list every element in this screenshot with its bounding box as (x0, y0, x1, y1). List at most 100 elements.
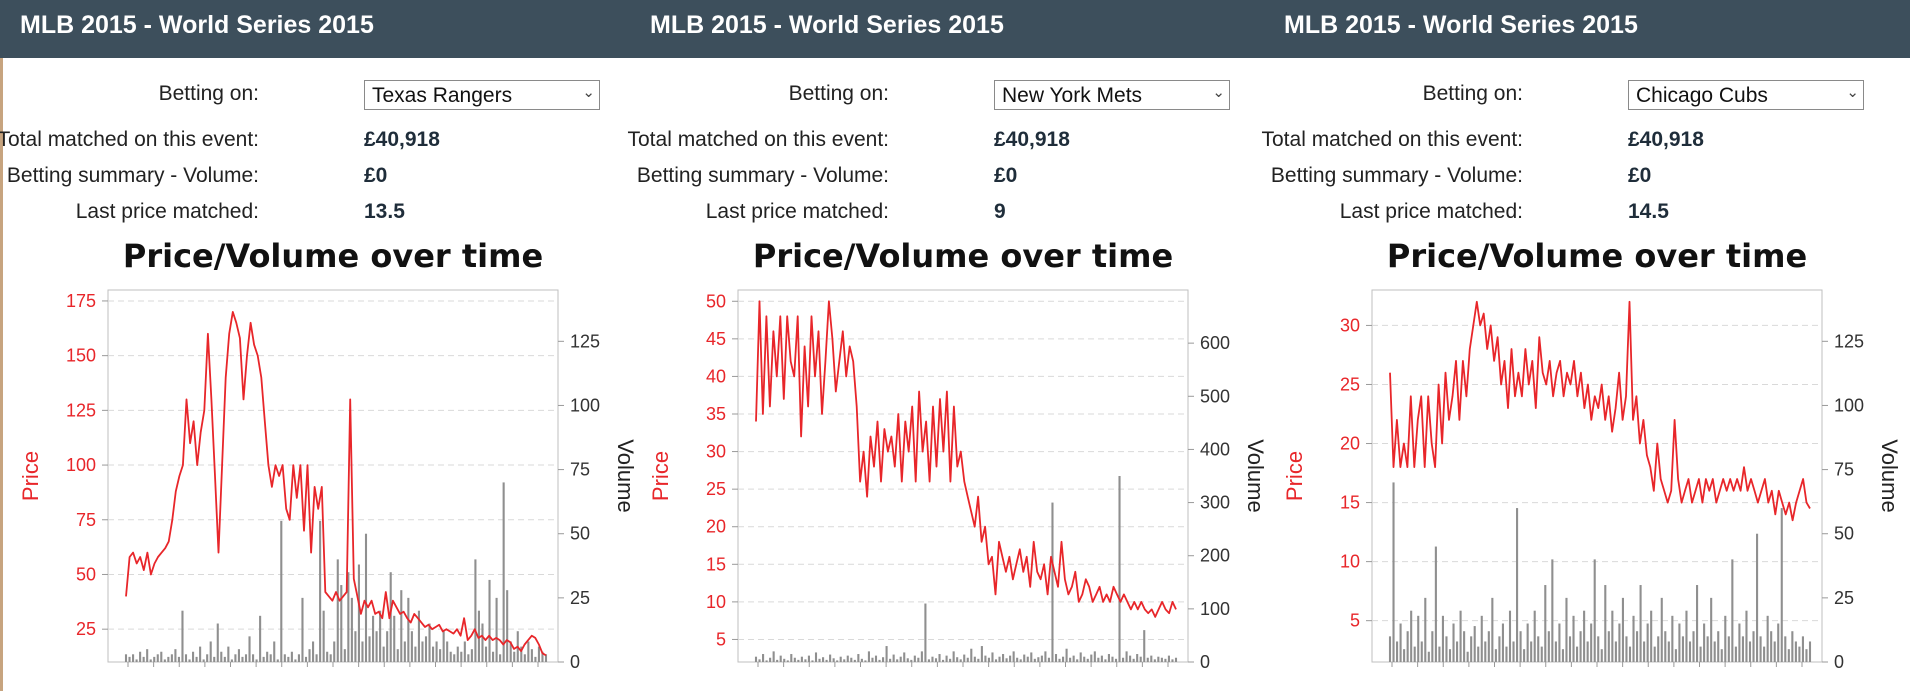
volume-bar (825, 659, 828, 662)
last-price-label: Last price matched: (705, 200, 889, 223)
y2-tick-label: 0 (1200, 652, 1210, 672)
volume-bar (361, 641, 364, 662)
volume-bar (959, 659, 962, 662)
panel-title: MLB 2015 - World Series 2015 (1284, 11, 1638, 39)
selection-dropdown[interactable]: Texas Rangers ⌄ (364, 80, 600, 110)
volume-bar (1791, 631, 1794, 662)
volume-bar (174, 649, 177, 662)
y-tick-label: 35 (706, 404, 726, 424)
volume-bar (1150, 655, 1153, 662)
volume-bar (970, 648, 973, 662)
volume-bar (1146, 657, 1149, 662)
volume-bar (1480, 615, 1483, 662)
volume-bar (1646, 623, 1649, 662)
volume-bar (1639, 585, 1642, 662)
volume-bar (1065, 648, 1068, 662)
volume-bar (1667, 641, 1670, 662)
volume-bar (1009, 655, 1012, 662)
y2-tick-label: 75 (1834, 460, 1854, 480)
volume-bar (1516, 508, 1519, 662)
volume-bar (786, 660, 789, 662)
volume-bar (410, 631, 413, 662)
volume-bar (1498, 636, 1501, 662)
volume-bar (170, 654, 173, 662)
volume-bar (1079, 652, 1082, 662)
volume-bar (871, 657, 874, 662)
volume-bar (315, 654, 318, 662)
volume-bar (128, 656, 131, 662)
volume-bar (1174, 657, 1178, 662)
price-line (125, 311, 547, 657)
selection-dropdown[interactable]: New York Mets ⌄ (994, 80, 1230, 110)
volume-bar (1448, 649, 1452, 662)
volume-bar (276, 659, 279, 662)
volume-bar (1801, 636, 1804, 662)
summary-value: £0 (994, 164, 1018, 187)
volume-bar (1420, 641, 1423, 662)
volume-bar (389, 572, 392, 662)
volume-bar (280, 520, 283, 662)
volume-bar (132, 654, 135, 662)
volume-bar (1072, 655, 1075, 662)
volume-bar (1530, 641, 1533, 662)
volume-bar (1456, 641, 1459, 662)
volume-bar (495, 597, 498, 662)
volume-bar (917, 657, 920, 662)
volume-bar (124, 654, 128, 662)
volume-bar (765, 660, 768, 662)
volume-bar (1037, 657, 1040, 662)
y2-tick-label: 25 (1834, 588, 1854, 608)
volume-bar (1434, 546, 1437, 662)
volume-bar (534, 656, 537, 662)
volume-bar (202, 659, 205, 662)
volume-bar (1727, 636, 1730, 662)
volume-bar (1033, 658, 1036, 662)
volume-bar (1752, 631, 1755, 662)
chevron-down-icon: ⌄ (1846, 84, 1859, 101)
y-tick-label: 150 (66, 346, 96, 366)
volume-bar (1731, 559, 1734, 662)
volume-bar (484, 646, 488, 662)
volume-bar (1720, 649, 1723, 662)
total-matched-value: £40,918 (994, 128, 1070, 151)
volume-bar (287, 656, 290, 662)
volume-bar (1794, 641, 1797, 662)
volume-bar (230, 659, 233, 662)
last-price-value: 9 (994, 200, 1006, 223)
volume-bar (195, 656, 198, 662)
volume-bar (1093, 651, 1096, 662)
volume-bar (259, 615, 262, 662)
volume-bar (874, 655, 878, 662)
volume-bar (520, 646, 523, 662)
y-tick-label: 50 (76, 564, 96, 584)
market-panel-rangers: MLB 2015 - World Series 2015 Betting on:… (0, 0, 634, 691)
volume-bar (1685, 610, 1688, 662)
volume-bar (762, 654, 765, 662)
volume-bar (1597, 636, 1600, 662)
volume-bar (776, 659, 779, 662)
y-tick-label: 30 (706, 442, 726, 462)
volume-bar (463, 641, 466, 662)
volume-bar (1636, 631, 1639, 662)
volume-bar (896, 659, 899, 662)
selection-value: Texas Rangers (372, 84, 513, 107)
y-tick-label: 25 (1340, 374, 1360, 394)
volume-bar (934, 658, 938, 662)
selection-dropdown[interactable]: Chicago Cubs ⌄ (1628, 80, 1864, 110)
volume-bar (1713, 641, 1716, 662)
volume-bar (237, 649, 240, 662)
volume-bar (1734, 646, 1737, 662)
volume-bar (428, 623, 431, 662)
volume-bar (1484, 641, 1487, 662)
volume-bar (1724, 615, 1727, 662)
y2-tick-label: 50 (570, 524, 590, 544)
volume-bar (213, 656, 216, 662)
y2-tick-label: 125 (570, 331, 600, 351)
y-tick-label: 125 (66, 400, 96, 420)
panel-title: MLB 2015 - World Series 2015 (650, 11, 1004, 39)
volume-bar (1773, 641, 1776, 662)
last-price-label: Last price matched: (75, 200, 259, 223)
volume-bar (822, 657, 825, 662)
volume-bar (991, 652, 994, 662)
volume-bar (1540, 646, 1543, 662)
